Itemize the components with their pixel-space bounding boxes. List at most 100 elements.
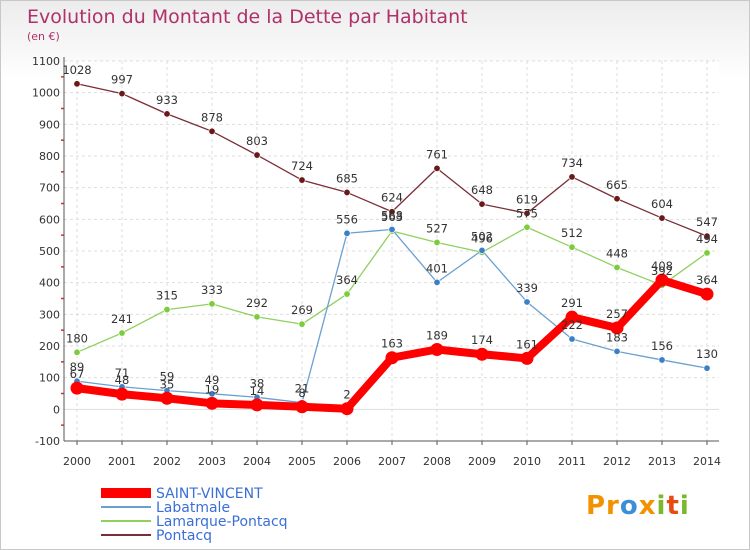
data-point	[613, 263, 621, 271]
data-label: 59	[160, 370, 175, 384]
data-label: 163	[381, 337, 403, 351]
data-point	[70, 381, 84, 395]
logo-letter: t	[666, 491, 680, 521]
y-tick-label: 800	[39, 150, 60, 163]
logo-letter: i	[656, 491, 667, 521]
data-label: 512	[561, 226, 583, 240]
y-tick-label: 200	[39, 340, 60, 353]
x-tick-label: 2013	[648, 455, 676, 468]
data-point	[520, 351, 534, 365]
data-point	[73, 80, 81, 88]
data-label: 619	[516, 192, 538, 206]
data-label: 292	[246, 296, 268, 310]
y-tick-label: 500	[39, 245, 60, 258]
y-tick-label: 600	[39, 213, 60, 226]
y-tick-label: 900	[39, 118, 60, 131]
y-tick-label: 400	[39, 277, 60, 290]
proxiti-logo: Proxiti	[586, 491, 690, 521]
data-label: 14	[250, 384, 265, 398]
y-tick-label: -100	[35, 435, 60, 448]
data-label: 556	[336, 212, 358, 226]
data-point	[700, 287, 714, 301]
data-label: 130	[696, 347, 718, 361]
data-point	[160, 391, 174, 405]
y-tick-label: 100	[39, 372, 60, 385]
data-point	[343, 290, 351, 298]
data-point	[385, 351, 399, 365]
x-tick-label: 2002	[153, 455, 181, 468]
data-point	[343, 188, 351, 196]
x-tick-label: 2000	[63, 455, 91, 468]
data-label: 392	[651, 264, 673, 278]
data-label: 496	[471, 231, 493, 245]
data-label: 156	[651, 339, 673, 353]
chart-subtitle: (en €)	[27, 30, 60, 43]
data-label: 364	[336, 273, 358, 287]
data-label: 761	[426, 147, 448, 161]
data-label: 527	[426, 221, 448, 235]
data-point	[523, 223, 531, 231]
data-label: 1028	[62, 63, 91, 77]
legend-label: Lamarque-Pontacq	[156, 514, 288, 530]
data-point	[523, 209, 531, 217]
data-label: 2	[343, 388, 350, 402]
data-label: 180	[66, 331, 88, 345]
data-label: 494	[696, 232, 718, 246]
data-label: 222	[561, 318, 583, 332]
data-point	[658, 356, 666, 364]
data-point	[655, 273, 669, 287]
data-label: 174	[471, 333, 493, 347]
logo-letter: i	[679, 491, 690, 521]
data-label: 563	[381, 210, 403, 224]
data-label: 35	[160, 377, 175, 391]
legend-label: Pontacq	[156, 528, 212, 544]
data-point	[478, 200, 486, 208]
data-label: 183	[606, 330, 628, 344]
data-point	[610, 321, 624, 335]
data-label: 257	[606, 307, 628, 321]
data-label: 8	[298, 386, 305, 400]
data-point	[208, 127, 216, 135]
data-label: 49	[205, 373, 220, 387]
data-point	[568, 335, 576, 343]
x-tick-label: 2005	[288, 455, 316, 468]
data-label: 547	[696, 215, 718, 229]
data-point	[205, 396, 219, 410]
data-point	[703, 232, 711, 240]
y-tick-label: 0	[53, 403, 60, 416]
data-label: 291	[561, 296, 583, 310]
logo-letter: Pr	[586, 491, 620, 521]
data-point	[163, 306, 171, 314]
data-label: 19	[205, 382, 220, 396]
data-point	[388, 225, 396, 233]
data-point	[433, 164, 441, 172]
data-point	[298, 320, 306, 328]
data-label: 269	[291, 303, 313, 317]
data-label: 315	[156, 289, 178, 303]
data-point	[250, 398, 264, 412]
x-tick-label: 2001	[108, 455, 136, 468]
x-tick-label: 2007	[378, 455, 406, 468]
data-point	[613, 195, 621, 203]
x-tick-label: 2014	[693, 455, 721, 468]
data-label: 878	[201, 110, 223, 124]
data-point	[703, 249, 711, 257]
data-point	[565, 310, 579, 324]
data-point	[253, 313, 261, 321]
data-point	[430, 342, 444, 356]
data-label: 502	[471, 229, 493, 243]
data-label: 48	[115, 373, 130, 387]
data-label: 339	[516, 281, 538, 295]
x-tick-label: 2009	[468, 455, 496, 468]
data-label: 624	[381, 191, 403, 205]
data-point	[388, 208, 396, 216]
data-label: 401	[426, 261, 448, 275]
data-point	[613, 347, 621, 355]
x-tick-label: 2008	[423, 455, 451, 468]
data-label: 997	[111, 73, 133, 87]
data-point	[118, 90, 126, 98]
data-label: 734	[561, 156, 583, 170]
data-label: 568	[381, 208, 403, 222]
data-point	[433, 278, 441, 286]
